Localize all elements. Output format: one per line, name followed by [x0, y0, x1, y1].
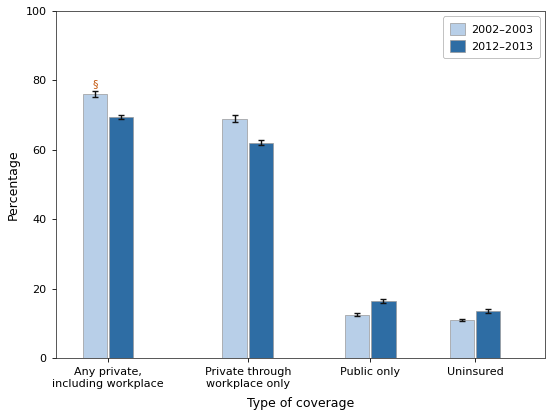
Bar — [83, 94, 107, 358]
Bar — [109, 117, 134, 358]
Bar — [450, 320, 474, 358]
Bar — [476, 311, 501, 358]
Bar — [345, 315, 369, 358]
Y-axis label: Percentage: Percentage — [7, 149, 20, 220]
Bar — [371, 301, 396, 358]
Legend: 2002–2003, 2012–2013: 2002–2003, 2012–2013 — [443, 17, 539, 58]
Bar — [222, 118, 247, 358]
Text: §: § — [92, 79, 98, 89]
X-axis label: Type of coverage: Type of coverage — [247, 397, 354, 410]
Bar — [249, 143, 273, 358]
